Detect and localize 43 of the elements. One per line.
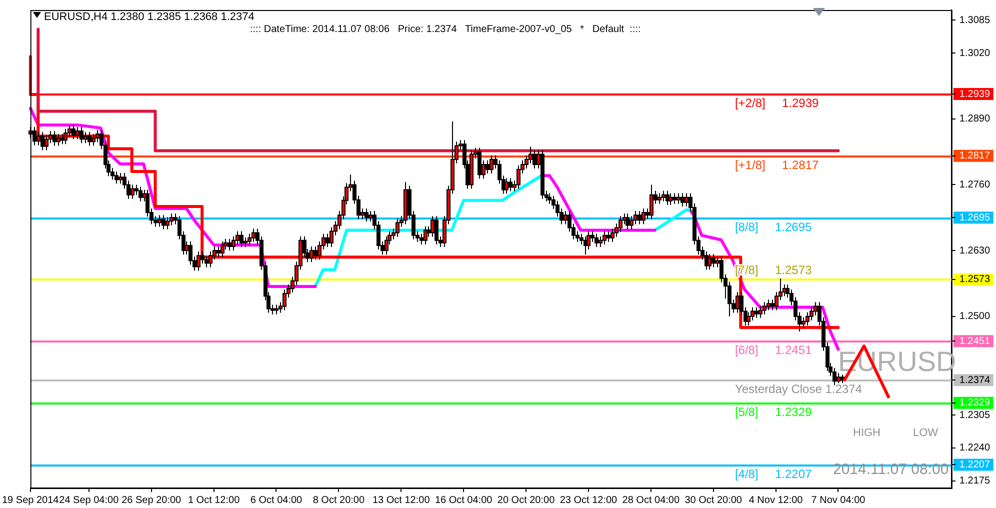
y-tick-label: 1.2240 [959,442,990,454]
chart-title: EURUSD,H4 1.2380 1.2385 1.2368 1.2374 [44,11,254,23]
y-tick-label: 1.2207 [959,459,990,470]
ref-line-label: [5/8] 1.2329 [734,404,812,419]
y-tick-label: 1.3085 [959,14,990,26]
x-tick-label: 4 Nov 12:00 [748,494,804,506]
x-tick-label: 20 Oct 20:00 [497,494,556,506]
y-tick-label: 1.2573 [959,274,990,286]
x-tick-label: 7 Nov 04:00 [811,494,866,506]
x-tick-label: 16 Oct 04:00 [434,494,493,506]
ref-line-label: [+2/8] 1.2939 [734,96,820,110]
annotation: HIGH [853,427,880,439]
ref-line-label: Yesterday Close 1.2374 [734,382,862,396]
x-tick-label: 24 Sep 04:00 [59,494,120,506]
annotation: LOW [913,427,938,439]
y-tick-label: 1.3020 [959,48,990,59]
y-tick-label: 1.2890 [959,114,990,125]
y-tick-label: 1.2939 [959,88,990,100]
y-tick-label: 1.2305 [959,410,990,421]
x-tick-label: 1 Oct 12:00 [188,494,240,506]
ref-line-label: [6/8] 1.2451 [734,342,812,357]
x-tick-label: 8 Oct 20:00 [312,494,365,506]
x-tick-label: 6 Oct 04:00 [250,494,303,506]
y-tick-label: 1.2500 [959,311,990,322]
ref-line-label: [+1/8] 1.2817 [734,158,820,172]
y-tick-label: 1.2175 [959,476,990,487]
x-tick-label: 13 Oct 12:00 [372,494,430,506]
y-tick-label: 1.2374 [959,374,990,386]
x-tick-label: 28 Oct 04:00 [622,494,680,506]
y-tick-label: 1.2329 [959,398,990,409]
x-tick-label: 26 Sep 20:00 [122,494,182,506]
text: :::: DateTime: 2014.11.07 08:06 Price: 1.2374 TimeFrame-2007-v0_05 * Default :::: [250,24,641,35]
ref-line-label: [8/8] 1.2695 [734,220,812,234]
y-tick-label: 1.2630 [959,245,990,256]
y-tick-label: 1.2695 [959,212,990,224]
annotation: 2014.11.07 08:00 [833,461,949,478]
x-tick-label: 30 Oct 20:00 [684,494,742,506]
y-tick-label: 1.2817 [959,150,990,162]
x-tick-label: 19 Sep 2014 [2,494,60,506]
x-tick-label: 23 Oct 12:00 [560,494,618,506]
y-tick-label: 1.2760 [959,179,990,190]
ref-line-label: [4/8] 1.2207 [734,466,812,481]
y-tick-label: 1.2451 [959,336,990,347]
